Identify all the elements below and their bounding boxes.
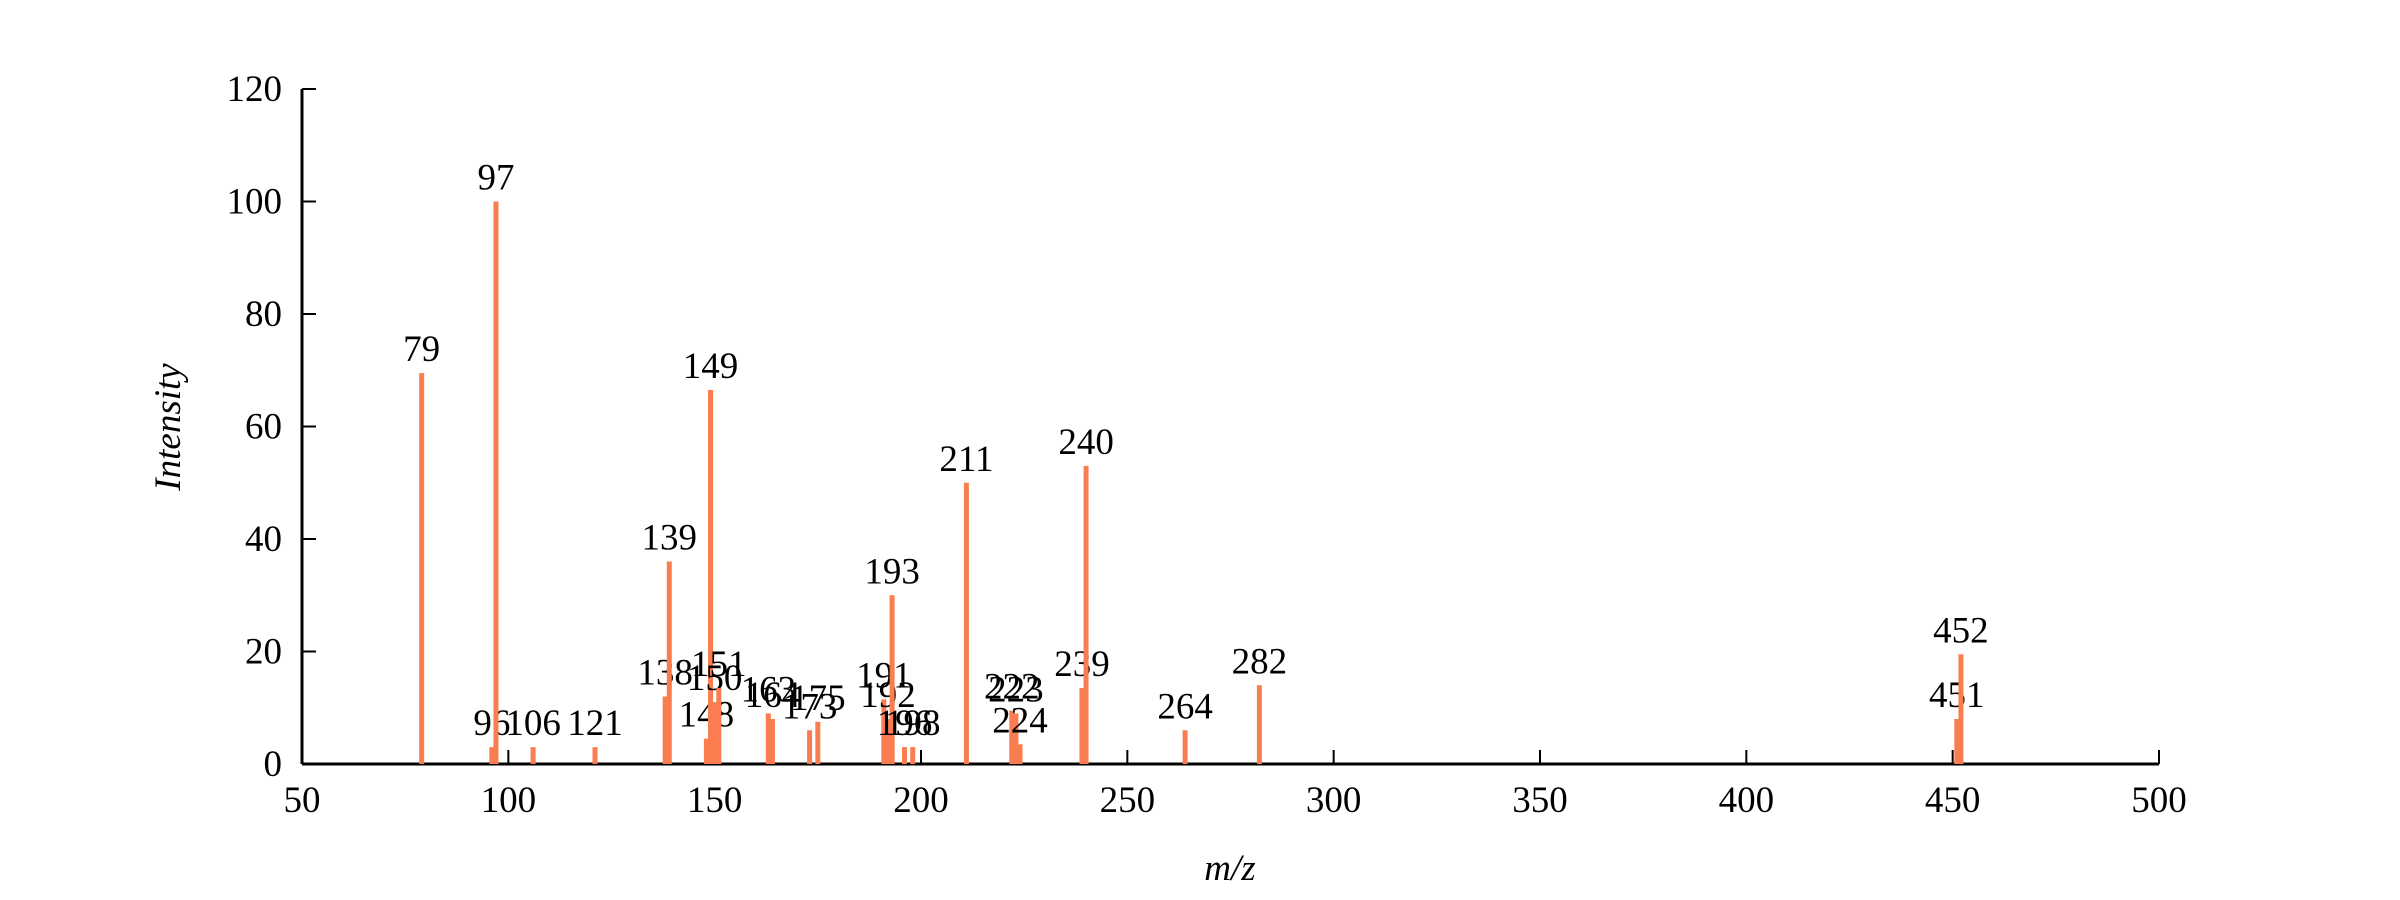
peak-label: 223	[988, 669, 1044, 710]
x-tick-label: 300	[1306, 780, 1362, 821]
peak	[901, 747, 907, 764]
y-tick-label: 80	[245, 294, 282, 335]
peak	[419, 373, 425, 764]
y-tick-label: 20	[245, 632, 282, 673]
y-tick-label: 120	[227, 69, 283, 110]
peak	[1256, 685, 1262, 764]
x-tick-label: 50	[284, 780, 321, 821]
peak	[489, 747, 495, 764]
peak-label: 198	[885, 703, 941, 744]
peak	[666, 561, 672, 764]
y-tick-label: 40	[245, 519, 282, 560]
peak-label: 148	[679, 695, 735, 736]
peak	[712, 702, 718, 764]
peak-label: 264	[1157, 686, 1213, 727]
peak-label: 282	[1232, 641, 1288, 682]
y-axis-label: Intensity	[148, 363, 189, 492]
peak	[889, 595, 895, 764]
peak	[1013, 713, 1019, 764]
peak-label: 222	[984, 667, 1040, 708]
peak-label: 193	[864, 551, 920, 592]
peak	[963, 482, 969, 764]
peak-label: 96	[473, 703, 510, 744]
peak-label: 192	[860, 675, 916, 716]
peak-label: 149	[683, 346, 739, 387]
x-tick-label: 150	[687, 780, 743, 821]
peak	[1083, 465, 1089, 764]
peak	[881, 699, 887, 764]
peak	[769, 719, 775, 764]
x-tick-label: 200	[893, 780, 949, 821]
peak	[662, 696, 668, 764]
x-tick-label: 400	[1719, 780, 1775, 821]
peak	[815, 721, 821, 764]
peak	[708, 389, 714, 764]
peak-label: 121	[567, 703, 623, 744]
peak-label: 173	[782, 686, 838, 727]
x-tick-label: 500	[2131, 780, 2187, 821]
peak	[807, 730, 813, 764]
peak	[703, 738, 709, 764]
peak-label: 106	[505, 703, 561, 744]
peak-label: 79	[403, 329, 440, 370]
y-tick-label: 0	[264, 744, 283, 785]
peak	[530, 747, 536, 764]
peak-label: 151	[691, 644, 747, 685]
y-tick-label: 100	[227, 182, 283, 223]
peak-label: 97	[477, 158, 514, 199]
peak-label: 139	[642, 518, 698, 559]
peak-label: 196	[877, 703, 933, 744]
peak-label: 150	[687, 658, 743, 699]
x-tick-label: 250	[1100, 780, 1156, 821]
peak-label: 175	[790, 678, 846, 719]
peak-label: 224	[992, 700, 1048, 741]
x-tick-label: 100	[481, 780, 537, 821]
peak-label: 191	[856, 655, 912, 696]
x-tick-label: 350	[1512, 780, 1568, 821]
peak	[1954, 719, 1960, 764]
peak-label: 138	[637, 653, 693, 694]
peak-label: 239	[1054, 644, 1110, 685]
peak	[716, 688, 722, 764]
peak-label: 163	[741, 669, 797, 710]
peak	[885, 719, 891, 764]
peak	[1958, 654, 1964, 764]
peak	[493, 201, 499, 764]
peak	[1182, 730, 1188, 764]
peak	[1009, 710, 1015, 764]
x-axis-label: m/z	[1204, 848, 1255, 889]
x-tick-label: 450	[1925, 780, 1981, 821]
peak-label: 240	[1058, 422, 1114, 463]
peak	[592, 747, 598, 764]
y-tick-label: 60	[245, 407, 282, 448]
peak	[765, 713, 771, 764]
peak-label: 211	[939, 439, 993, 480]
peak	[1079, 688, 1085, 764]
peak	[910, 747, 916, 764]
peak-label: 451	[1929, 675, 1985, 716]
peak-label: 164	[745, 675, 801, 716]
peak-label: 452	[1933, 610, 1989, 651]
peak	[1017, 744, 1023, 764]
